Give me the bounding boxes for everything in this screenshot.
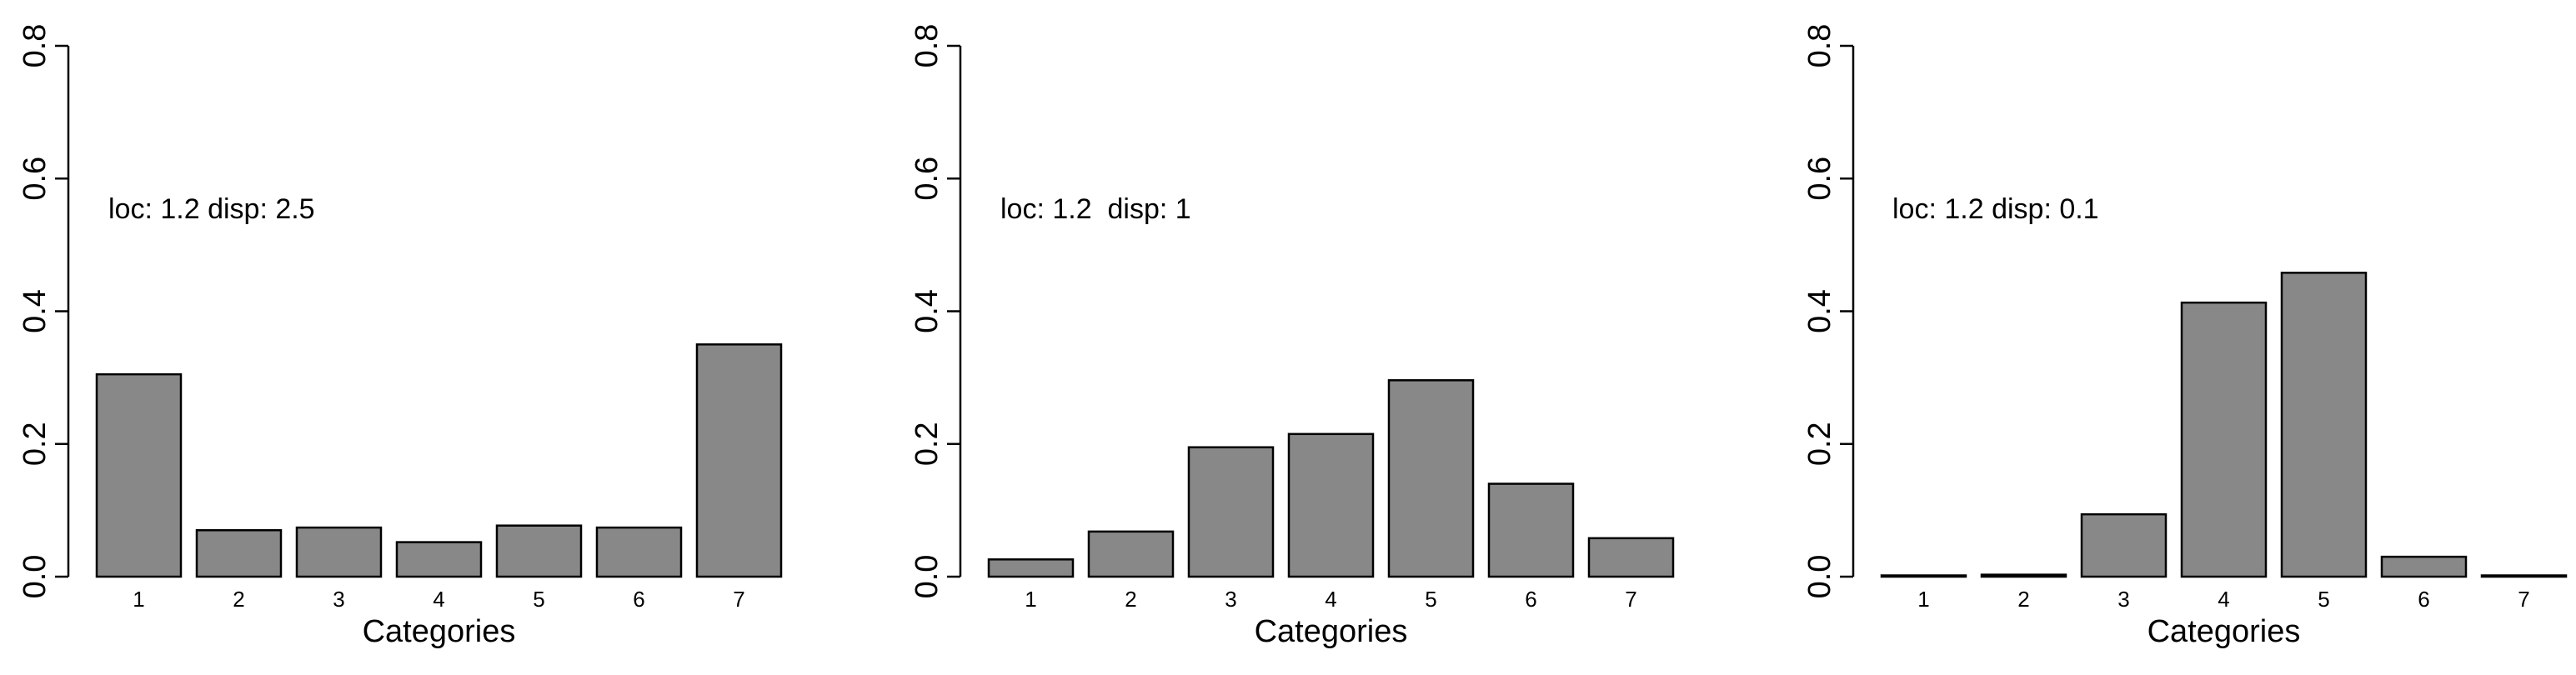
- x-tick-label: 4: [1325, 587, 1336, 612]
- bar-category-4: [2180, 301, 2268, 578]
- bar-category-3: [295, 526, 383, 578]
- y-tick-label: 0.8: [910, 24, 945, 68]
- y-tick-label: 0.2: [18, 422, 53, 466]
- y-tick-label: 0.8: [18, 24, 53, 68]
- bar-category-7: [1587, 537, 1675, 578]
- bar-category-1: [987, 558, 1075, 578]
- bar-category-2: [1980, 573, 2067, 578]
- bar-category-1: [1880, 574, 1967, 578]
- y-tick-label: 0.4: [910, 289, 945, 333]
- bar-category-2: [1087, 530, 1175, 578]
- x-tick-label: 6: [633, 587, 644, 612]
- x-tick-label: 1: [1917, 587, 1929, 612]
- bar-category-7: [2480, 574, 2568, 578]
- x-tick-label: 1: [133, 587, 144, 612]
- x-tick-label: 1: [1025, 587, 1036, 612]
- annotation-label: loc: 1.2 disp: 1: [1000, 193, 1191, 225]
- y-tick-label: 0.6: [910, 157, 945, 201]
- x-tick-label: 3: [1225, 587, 1236, 612]
- x-tick-label: 3: [333, 587, 344, 612]
- bar-category-3: [1187, 446, 1275, 578]
- bar-category-6: [595, 526, 683, 578]
- bar-category-5: [2280, 272, 2368, 578]
- bar-category-4: [1287, 432, 1375, 578]
- y-tick-label: 0.2: [910, 422, 945, 466]
- y-tick-label: 0.0: [910, 555, 945, 599]
- x-tick-label: 7: [1625, 587, 1636, 612]
- y-tick-label: 0.4: [18, 289, 53, 333]
- x-tick-label: 3: [2117, 587, 2129, 612]
- y-tick-label: 0.6: [18, 157, 53, 201]
- chart-panel-1: 0.0 0.2 0.4 0.6 0.8 1 2 3 4 5 6 7 Categories loc: 1.2…: [18, 24, 783, 649]
- bar-category-7: [695, 343, 783, 578]
- x-tick-label: 6: [2418, 587, 2429, 612]
- bar-category-3: [2080, 512, 2168, 578]
- chart-panel-2: 0.0 0.2 0.4 0.6 0.8 1 2 3 4 5 6 7 Categories loc: 1.2…: [910, 24, 1675, 649]
- bar-category-6: [2380, 555, 2468, 578]
- y-tick-label: 0.2: [1802, 422, 1837, 466]
- x-tick-label: 5: [1425, 587, 1436, 612]
- bar-category-5: [495, 524, 583, 578]
- x-tick-label: 7: [2518, 587, 2529, 612]
- x-tick-label: 2: [1125, 587, 1136, 612]
- chart-panel-3: 0.0 0.2 0.4 0.6 0.8 1 2 3 4 5 6 7 Categories loc: 1.2…: [1802, 24, 2568, 649]
- x-axis-title: Categories: [1255, 614, 1408, 649]
- y-tick-label: 0.8: [1802, 24, 1837, 68]
- bar-category-1: [95, 372, 183, 578]
- x-tick-label: 6: [1525, 587, 1536, 612]
- x-axis-title: Categories: [2148, 614, 2301, 649]
- bar-category-6: [1487, 482, 1575, 578]
- y-tick-label: 0.4: [1802, 289, 1837, 333]
- x-tick-label: 2: [2017, 587, 2029, 612]
- annotation-label: loc: 1.2 disp: 0.1: [1892, 193, 2099, 225]
- x-tick-label: 5: [2318, 587, 2329, 612]
- y-tick-label: 0.0: [18, 555, 53, 599]
- x-tick-label: 2: [233, 587, 244, 612]
- y-tick-label: 0.0: [1802, 555, 1837, 599]
- x-tick-label: 5: [533, 587, 544, 612]
- y-tick-label: 0.6: [1802, 157, 1837, 201]
- x-axis-title: Categories: [363, 614, 516, 649]
- annotation-label: loc: 1.2 disp: 2.5: [108, 193, 315, 225]
- x-tick-label: 4: [2218, 587, 2229, 612]
- x-tick-label: 7: [733, 587, 744, 612]
- x-tick-label: 4: [433, 587, 444, 612]
- bar-category-5: [1387, 379, 1475, 578]
- bar-category-2: [195, 529, 283, 578]
- bar-category-4: [395, 541, 483, 578]
